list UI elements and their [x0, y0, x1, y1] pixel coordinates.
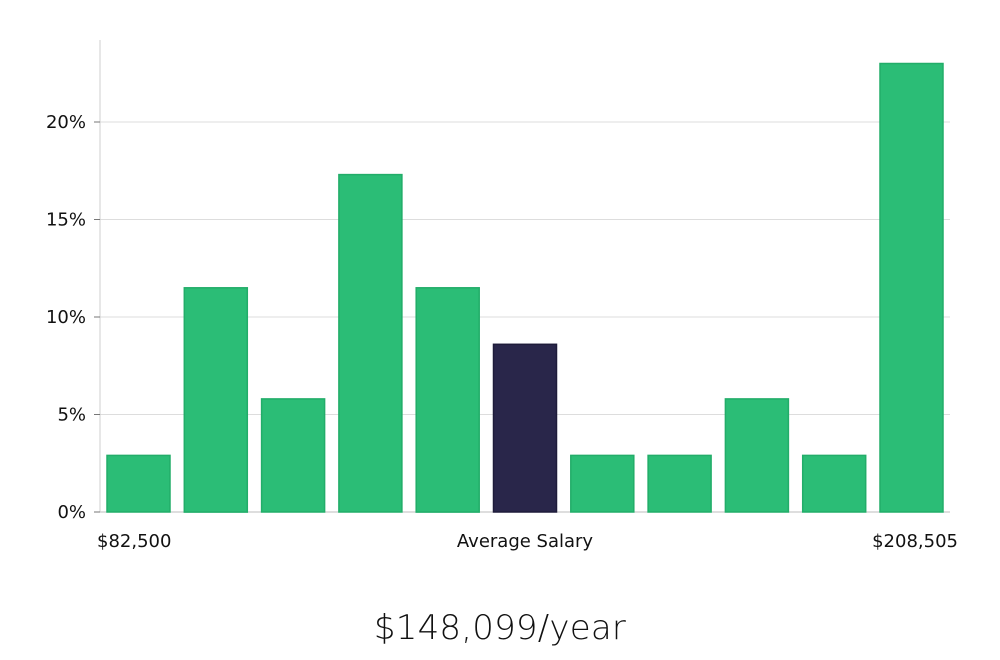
y-axis-ticks: 0% 5% 10% 15% 20%	[46, 112, 100, 523]
bar	[338, 173, 403, 513]
y-tick-label: 10%	[46, 307, 86, 328]
salary-histogram: 0% 5% 10% 15% 20% $82,500 Average Salary $20…	[46, 40, 958, 552]
x-min-label: $82,500	[97, 531, 171, 552]
bar	[724, 398, 790, 513]
bar	[801, 454, 867, 513]
bar	[570, 454, 635, 513]
bar	[879, 62, 944, 513]
y-tick-label: 20%	[46, 112, 86, 133]
bar-average-salary	[492, 343, 558, 513]
bar	[415, 287, 480, 513]
bar	[647, 454, 712, 513]
bar	[106, 454, 171, 513]
x-max-label: $208,505	[872, 531, 958, 552]
y-tick-label: 5%	[57, 405, 86, 426]
average-salary-caption: $148,099/year	[373, 608, 627, 648]
y-tick-label: 15%	[46, 210, 86, 231]
bar	[260, 398, 326, 513]
bars	[106, 62, 944, 513]
y-tick-label: 0%	[57, 502, 86, 523]
bar	[183, 287, 249, 513]
x-center-label: Average Salary	[457, 531, 594, 552]
